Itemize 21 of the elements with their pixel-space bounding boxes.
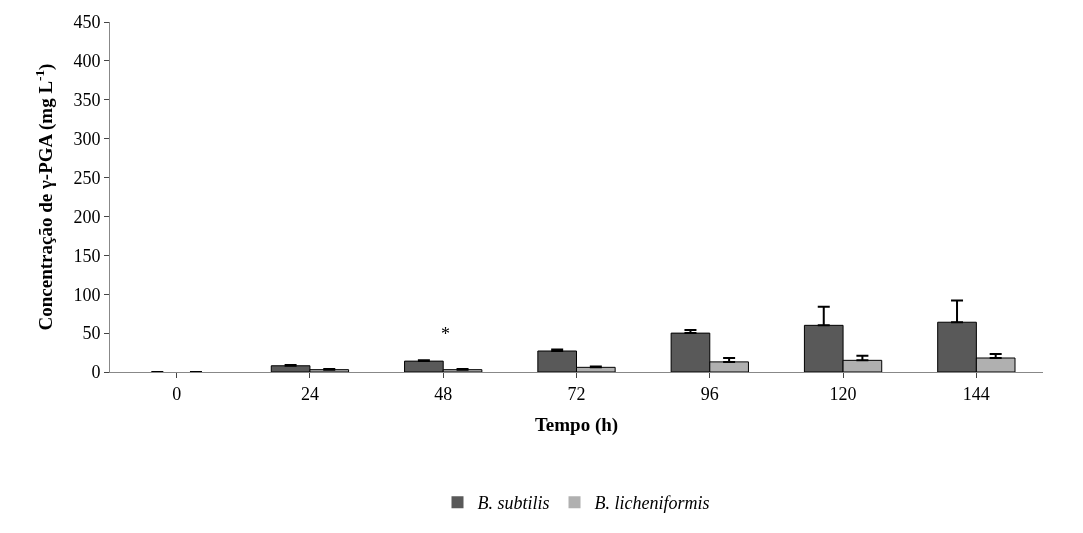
y-tick-label: 400 <box>73 51 101 72</box>
x-tick-label: 144 <box>962 383 990 404</box>
y-tick-label: 0 <box>91 362 101 383</box>
x-axis-title: Tempo (h) <box>534 414 619 437</box>
x-tick-label: 72 <box>567 383 586 404</box>
x-tick-label: 120 <box>829 383 857 404</box>
y-tick-label: 450 <box>73 12 101 33</box>
y-tick-label: 350 <box>73 90 101 111</box>
y-tick-label: 150 <box>73 245 101 266</box>
x-tick-label: 96 <box>700 383 719 404</box>
legend-label: B. subtilis <box>477 493 550 514</box>
x-tick-label: 0 <box>172 383 182 404</box>
x-tick-label: 48 <box>434 383 453 404</box>
y-tick-label: 100 <box>73 284 101 305</box>
y-tick-label: 250 <box>73 167 101 188</box>
annotation: * <box>441 324 450 344</box>
y-tick-label: 300 <box>73 128 101 149</box>
y-tick-label: 200 <box>73 206 101 227</box>
x-tick-label: 24 <box>300 383 319 404</box>
legend-label: B. licheniformis <box>594 493 710 514</box>
y-tick-label: 50 <box>82 323 101 344</box>
